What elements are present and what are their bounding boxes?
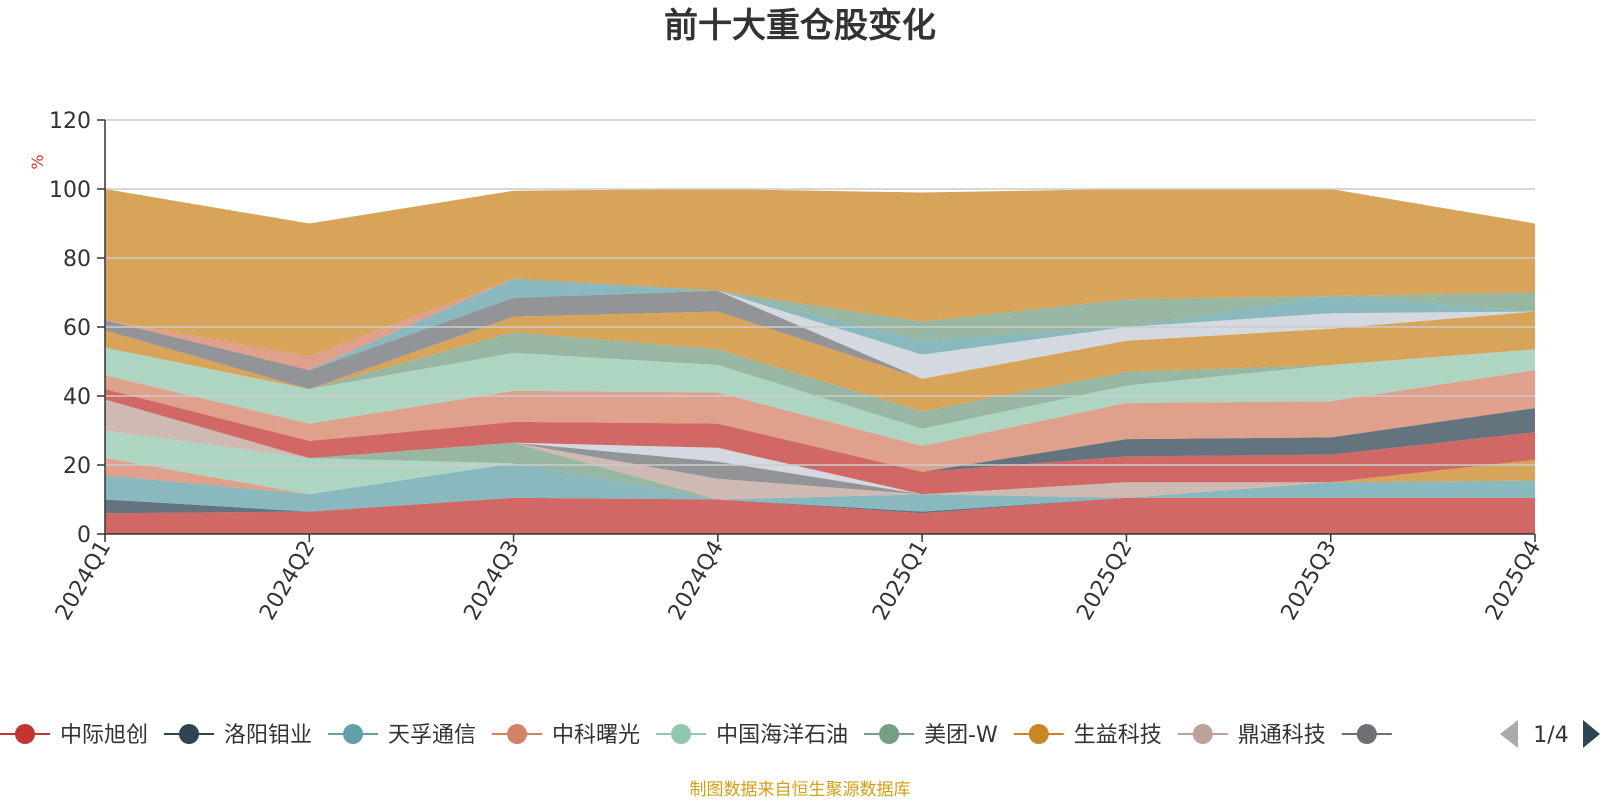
x-tick-label: 2025Q3: [1277, 537, 1342, 625]
area-天孚通信: [105, 463, 1535, 512]
y-tick-label: 0: [77, 523, 91, 548]
legend-circle-icon: [1028, 724, 1049, 744]
legend-item[interactable]: 美团-W: [864, 723, 998, 748]
legend-item[interactable]: 中际旭创: [0, 723, 148, 748]
x-tick-label: 2024Q1: [51, 537, 116, 625]
x-tick-label: 2025Q2: [1072, 537, 1137, 625]
legend-circle-icon: [1192, 724, 1213, 744]
legend-item[interactable]: 鼎通科技: [1177, 723, 1326, 748]
legend-next-page-icon[interactable]: [1583, 720, 1600, 748]
legend-circle-icon: [179, 724, 200, 744]
legend-circle-icon: [343, 724, 364, 744]
chart-title: 前十大重仓股变化: [664, 6, 936, 46]
legend-circle-icon: [879, 724, 900, 744]
legend-label: 天孚通信: [388, 723, 476, 748]
area-Series 11: [105, 399, 1535, 495]
legend: 中际旭创 洛阳钼业 天孚通信 中科曙光 中国海洋石油 美团-W 生益科技 鼎通科技 1/4: [0, 720, 1600, 748]
x-tick-label: 2025Q4: [1481, 537, 1546, 625]
area-Series 17: [105, 311, 1535, 412]
legend-item-partial[interactable]: [1341, 724, 1392, 744]
legend-page-indicator: 1/4: [1533, 723, 1568, 748]
area-其他: [105, 189, 1535, 357]
legend-label: 鼎通科技: [1238, 723, 1326, 748]
y-tick-label: 60: [63, 316, 91, 341]
area-Series 16: [105, 332, 1535, 429]
legend-circle-icon: [507, 724, 528, 744]
legend-label: 中际旭创: [60, 723, 148, 748]
x-tick-label: 2024Q3: [459, 537, 524, 625]
legend-item[interactable]: 中科曙光: [492, 723, 640, 748]
area-Series 21: [105, 278, 1535, 371]
area-Series 13: [105, 389, 1535, 472]
y-axis-unit: %: [28, 154, 47, 169]
legend-label: 洛阳钼业: [224, 723, 312, 748]
legend-item[interactable]: 天孚通信: [328, 723, 476, 748]
y-tick-label: 80: [63, 247, 91, 272]
area-Series 12: [105, 389, 1535, 495]
legend-label: 美团-W: [924, 723, 998, 748]
area-Series 19: [105, 290, 1535, 379]
legend-circle-icon: [671, 724, 692, 744]
legend-prev-page-icon[interactable]: [1500, 720, 1518, 748]
area-Series 14: [105, 370, 1535, 472]
y-tick-label: 20: [63, 454, 91, 479]
x-tick-label: 2025Q1: [868, 537, 933, 625]
legend-item[interactable]: 洛阳钼业: [164, 723, 312, 748]
area-美团-W: [105, 430, 1535, 500]
y-tick-label: 120: [49, 109, 91, 134]
legend-item[interactable]: 中国海洋石油: [656, 723, 848, 748]
x-tick-label: 2024Q2: [255, 537, 320, 625]
legend-label: 中科曙光: [552, 723, 640, 748]
area-Series 18: [105, 290, 1535, 390]
area-洛阳钼业: [105, 497, 1535, 514]
legend-item[interactable]: 生益科技: [1013, 723, 1162, 748]
y-tick-label: 100: [49, 178, 91, 203]
legend-label: 生益科技: [1074, 723, 1162, 748]
area-series: [105, 189, 1535, 534]
area-Series 15: [105, 347, 1535, 446]
x-tick-label: 2024Q4: [664, 537, 729, 625]
y-tick-label: 40: [63, 385, 91, 410]
legend-circle-icon: [1356, 724, 1377, 744]
data-source-note: 制图数据来自恒生聚源数据库: [690, 780, 911, 800]
area-中际旭创: [105, 497, 1535, 534]
legend-circle-icon: [15, 724, 35, 744]
legend-label: 中国海洋石油: [716, 723, 848, 748]
